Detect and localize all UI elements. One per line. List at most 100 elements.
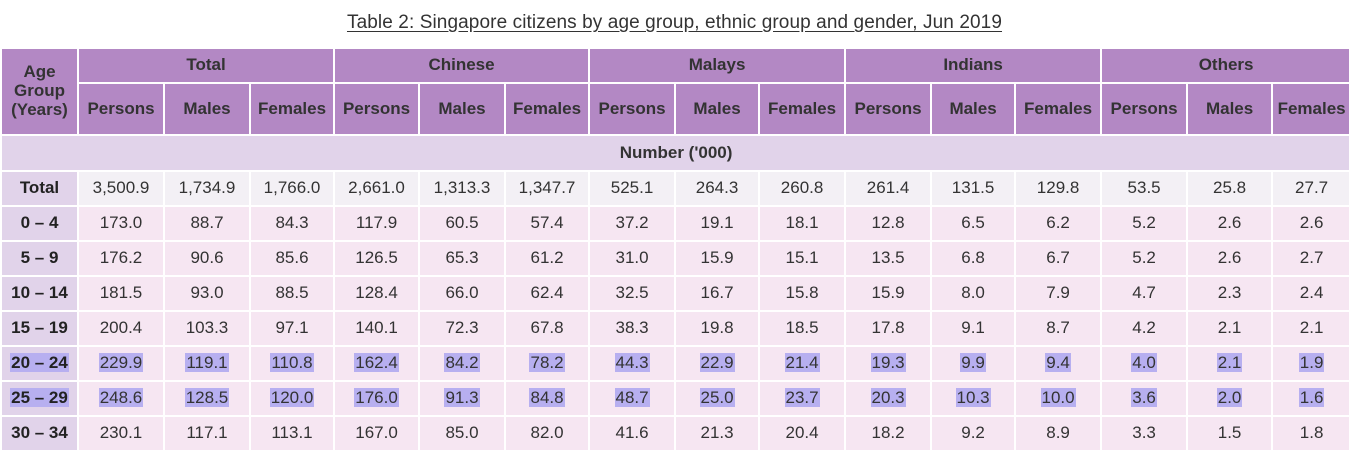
cell-value: 2.1 [1217, 318, 1242, 338]
sub-header-males: Males [1186, 82, 1274, 136]
cell-value: 21.3 [700, 423, 734, 443]
cell-value: 4.2 [1132, 318, 1156, 338]
sub-header-males: Males [418, 82, 507, 136]
cell-value: 88.7 [190, 213, 224, 233]
cell-value: 85.6 [275, 248, 309, 268]
cell-value: 20.4 [785, 423, 819, 443]
sub-header-females: Females [504, 82, 591, 136]
table-row: 30 – 34 230.1 117.1 113.1 167.0 85.0 82.0 41.6 2… [0, 415, 1349, 451]
table-cell: 5.2 [1100, 205, 1189, 242]
row-label: 0 – 4 [0, 205, 79, 242]
cell-value: 1,766.0 [263, 178, 321, 198]
table-cell: 9.9 [930, 345, 1017, 382]
table-cell: 8.0 [930, 275, 1017, 312]
cell-value: 9.4 [1045, 353, 1071, 373]
table-cell: 113.1 [248, 415, 336, 451]
cell-value: 12.8 [871, 213, 905, 233]
cell-value: 1,734.9 [178, 178, 236, 198]
table-cell: 12.8 [844, 205, 933, 242]
cell-value: 3.3 [1132, 423, 1156, 443]
table-cell: 90.6 [163, 240, 251, 277]
cell-value: 19.8 [700, 318, 734, 338]
table-cell: 2.1 [1271, 310, 1349, 347]
cell-value: 37.2 [615, 213, 649, 233]
cell-value: 48.7 [614, 388, 650, 408]
row-label-text: 0 – 4 [20, 213, 59, 233]
cell-value: 60.5 [445, 213, 479, 233]
table-cell: 65.3 [418, 240, 507, 277]
cell-value: 8.9 [1046, 423, 1070, 443]
cell-value: 128.5 [184, 388, 230, 408]
table-cell: 129.8 [1014, 170, 1103, 207]
cell-value: 72.3 [445, 318, 479, 338]
table-row: Total 3,500.9 1,734.9 1,766.0 2,661.0 1,313.3… [0, 170, 1349, 207]
table-cell: 1,734.9 [163, 170, 251, 207]
table-cell: 176.2 [77, 240, 165, 277]
cell-value: 8.0 [961, 283, 985, 303]
cell-value: 65.3 [445, 248, 479, 268]
table-cell: 140.1 [333, 310, 421, 347]
row-label: Total [0, 170, 79, 207]
cell-value: 2.6 [1217, 248, 1242, 268]
cell-value: 23.7 [784, 388, 820, 408]
table-cell: 9.2 [930, 415, 1017, 451]
table-cell: 25.8 [1186, 170, 1274, 207]
table-row: 5 – 9 176.2 90.6 85.6 126.5 65.3 61.2 31.0 15.9 1… [0, 240, 1349, 277]
cell-value: 20.3 [870, 388, 906, 408]
table-cell: 1,313.3 [418, 170, 507, 207]
table-cell: 9.1 [930, 310, 1017, 347]
row-label: 5 – 9 [0, 240, 79, 277]
cell-value: 9.1 [961, 318, 985, 338]
table-cell: 18.1 [758, 205, 847, 242]
cell-value: 78.2 [529, 353, 565, 373]
table-cell: 2.7 [1271, 240, 1349, 277]
table-cell: 176.0 [333, 380, 421, 417]
table-cell: 264.3 [674, 170, 761, 207]
table-cell: 260.8 [758, 170, 847, 207]
table-cell: 1,347.7 [504, 170, 591, 207]
cell-value: 128.4 [355, 283, 398, 303]
table-cell: 21.4 [758, 345, 847, 382]
cell-value: 66.0 [445, 283, 479, 303]
table-cell: 128.4 [333, 275, 421, 312]
table-cell: 5.2 [1100, 240, 1189, 277]
table-cell: 2.6 [1271, 205, 1349, 242]
sub-header-persons: Persons [1100, 82, 1189, 136]
table-cell: 1.5 [1186, 415, 1274, 451]
cell-value: 230.1 [99, 423, 143, 443]
cell-value: 32.5 [615, 283, 649, 303]
cell-value: 110.8 [270, 353, 314, 373]
cell-value: 31.0 [615, 248, 649, 268]
cell-value: 162.4 [354, 353, 399, 373]
table-cell: 173.0 [77, 205, 165, 242]
cell-value: 15.1 [785, 248, 819, 268]
table-cell: 1,766.0 [248, 170, 336, 207]
table-cell: 57.4 [504, 205, 591, 242]
cell-value: 2.3 [1217, 283, 1242, 303]
unit-row: Number ('000) [0, 134, 1349, 172]
sub-header-males: Males [163, 82, 251, 136]
cell-value: 97.1 [275, 318, 309, 338]
cell-value: 119.1 [185, 353, 229, 373]
group-header-others: Others [1100, 47, 1349, 84]
cell-value: 117.9 [355, 213, 398, 233]
table-cell: 2,661.0 [333, 170, 421, 207]
table-title: Table 2: Singapore citizens by age group… [346, 12, 1003, 33]
table-cell: 4.2 [1100, 310, 1189, 347]
table-cell: 4.7 [1100, 275, 1189, 312]
citizens-table: Age Group (Years) Total Chinese Malays I… [0, 47, 1349, 451]
row-label: 30 – 34 [0, 415, 79, 451]
table-cell: 97.1 [248, 310, 336, 347]
table-cell: 4.0 [1100, 345, 1189, 382]
table-cell: 2.4 [1271, 275, 1349, 312]
sub-header-females: Females [1271, 82, 1349, 136]
cell-value: 9.2 [961, 423, 985, 443]
cell-value: 67.8 [530, 318, 564, 338]
cell-value: 2.4 [1299, 283, 1324, 303]
table-cell: 3.6 [1100, 380, 1189, 417]
cell-value: 15.9 [700, 248, 734, 268]
cell-value: 5.2 [1132, 248, 1156, 268]
cell-value: 62.4 [530, 283, 564, 303]
table-cell: 72.3 [418, 310, 507, 347]
row-label: 25 – 29 [0, 380, 79, 417]
